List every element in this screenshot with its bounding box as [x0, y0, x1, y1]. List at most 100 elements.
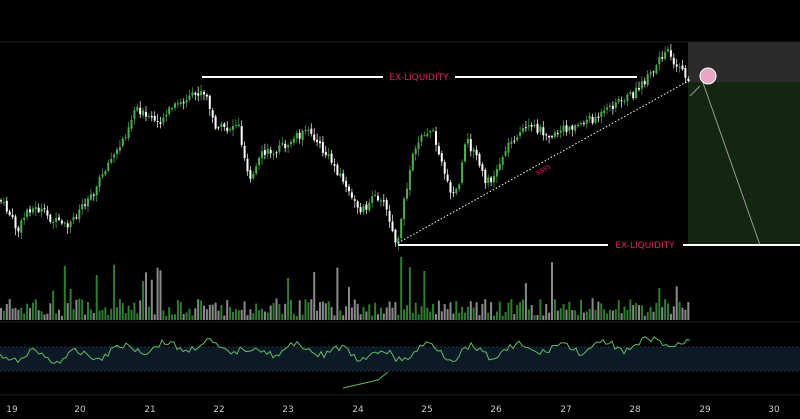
circle-marker-icon[interactable]	[699, 67, 717, 85]
volume-bar	[426, 307, 429, 320]
volume-bar	[217, 310, 220, 320]
volume-bar	[553, 299, 556, 320]
candle-body	[301, 130, 304, 140]
volume-bar	[551, 262, 553, 320]
volume-bar	[295, 315, 298, 320]
volume-bar	[118, 299, 121, 320]
time-label-30: 30	[768, 405, 780, 415]
volume-bar	[667, 303, 669, 320]
candle-body	[234, 125, 237, 126]
volume-bar	[591, 298, 594, 320]
volume-bar	[606, 313, 609, 320]
volume-bar	[84, 314, 87, 320]
volume-bar	[232, 311, 234, 320]
volume-bar	[539, 299, 542, 320]
volume-bar	[559, 308, 562, 320]
volume-bar	[107, 314, 110, 320]
volume-bar	[37, 310, 40, 320]
candle-body	[246, 158, 249, 172]
volume-bar	[609, 310, 611, 320]
candle-body	[162, 117, 165, 123]
candle-body	[635, 87, 638, 99]
candle-body	[0, 200, 2, 202]
time-label-29: 29	[699, 405, 711, 415]
candle-body	[391, 221, 394, 232]
candle-body	[353, 199, 356, 201]
volume-bar	[258, 310, 261, 320]
volume-bar	[20, 307, 23, 320]
candle-body	[263, 150, 266, 155]
volume-bar	[307, 302, 310, 320]
volume-bar	[261, 308, 263, 320]
volume-bar	[350, 307, 353, 320]
volume-bar	[611, 310, 614, 320]
candle-body	[92, 194, 95, 196]
candle-body	[394, 229, 397, 243]
volume-bar	[391, 307, 394, 320]
candle-body	[58, 217, 60, 220]
volume-bar	[17, 309, 20, 320]
candle-body	[385, 200, 388, 210]
volume-bar	[66, 303, 69, 320]
candle-body	[223, 123, 226, 127]
volume-bar	[371, 315, 374, 320]
volume-bar	[368, 304, 371, 320]
time-label-22: 22	[213, 405, 224, 415]
rsi-band	[0, 347, 800, 371]
rsi-pane	[0, 336, 800, 389]
volume-bar	[406, 305, 408, 320]
volume-bar	[208, 304, 211, 320]
candle-body	[66, 223, 69, 228]
volume-bar	[81, 299, 84, 320]
candle-body	[179, 102, 182, 105]
volume-bar	[188, 308, 191, 320]
candle-body	[104, 171, 107, 175]
volume-bar	[95, 275, 98, 320]
volume-bar	[446, 309, 449, 320]
volume-bar	[527, 309, 530, 320]
volume-bar	[214, 302, 217, 320]
candle-body	[435, 131, 437, 145]
candle-body	[687, 78, 690, 81]
candle-body	[362, 206, 365, 212]
candle-body	[684, 68, 687, 78]
candle-body	[652, 71, 655, 73]
candle-body	[626, 94, 629, 102]
volume-bar	[121, 303, 124, 320]
volume-bar	[313, 272, 316, 320]
candle-body	[304, 129, 307, 131]
candle-body	[261, 151, 263, 159]
volume-bar	[287, 277, 290, 320]
volume-bar	[266, 312, 269, 320]
volume-bar	[40, 311, 43, 320]
volume-bar	[179, 301, 182, 320]
candle-body	[562, 125, 565, 132]
candle-body	[400, 218, 403, 239]
volume-bar	[49, 303, 52, 320]
volume-bar	[234, 309, 237, 320]
volume-bar	[649, 306, 652, 320]
candle-body	[98, 177, 101, 187]
candle-body	[646, 74, 649, 86]
volume-bar	[620, 313, 623, 320]
volume-bar	[516, 305, 519, 320]
volume-bar	[501, 315, 504, 320]
projection-line[interactable]	[701, 79, 761, 246]
candle-body	[588, 115, 591, 120]
candle-body	[359, 207, 362, 213]
candle-body	[530, 125, 533, 127]
volume-bar	[290, 299, 292, 320]
volume-bar	[388, 301, 391, 320]
volume-bar	[568, 301, 571, 320]
candle-body	[194, 92, 197, 95]
candle-body	[278, 145, 281, 152]
candle-body	[319, 141, 321, 144]
candle-body	[548, 136, 551, 138]
volume-bar	[687, 302, 690, 320]
candle-body	[484, 169, 487, 184]
volume-bar	[348, 287, 350, 320]
volume-bar	[524, 283, 527, 320]
candle-body	[655, 65, 658, 74]
take-profit-zone[interactable]	[688, 82, 800, 245]
